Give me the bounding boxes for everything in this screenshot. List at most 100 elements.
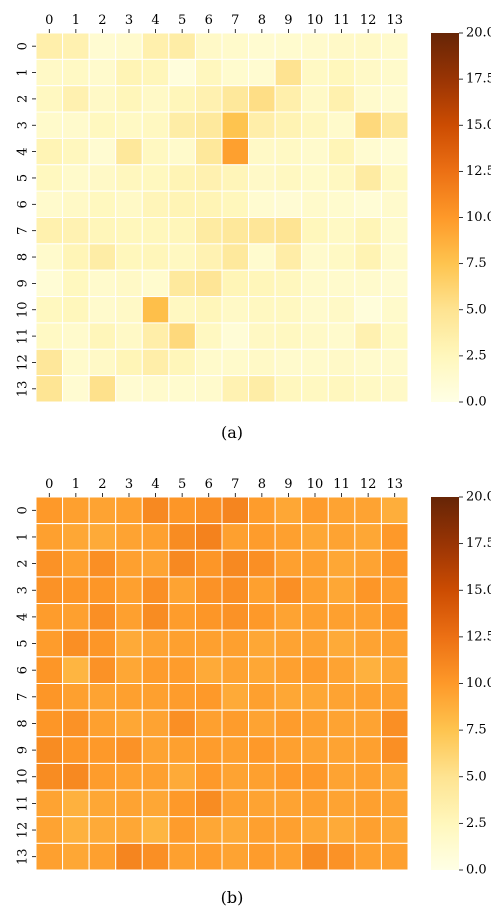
heatmap-a-cell-r1-c6: [194, 58, 223, 87]
heatmap-a-cell-r13-c0: [35, 375, 64, 403]
heatmap-b-cell-r11-c7: [221, 789, 250, 818]
heatmap-a-cell-r2-c1: [62, 85, 90, 113]
heatmap-b-cell-r6-c10: [301, 656, 329, 684]
heatmap-b-cell-r6-c8: [248, 656, 276, 684]
heatmap-b-cell-r1-c9: [274, 523, 303, 551]
heatmap-a-cell-r5-c11: [327, 164, 356, 192]
heatmap-b-cell-r6-c11: [327, 656, 356, 684]
heatmap-b-colorbar-tick-label: 20.0: [466, 490, 491, 505]
heatmap-b-cell-r4-c7: [221, 603, 250, 631]
heatmap-b-cell-r9-c4: [141, 736, 170, 764]
heatmap-b-cell-r1-c6: [194, 523, 223, 551]
heatmap-a-cell-r4-c11: [327, 137, 356, 166]
heatmap-a-cell-r12-c11: [327, 348, 356, 377]
heatmap-a-cell-r10-c9: [274, 296, 303, 324]
heatmap-a-x-tick-label: 4: [151, 13, 159, 28]
heatmap-a-cell-r11-c4: [141, 322, 170, 350]
heatmap-b-x-tick-label: 13: [386, 477, 403, 492]
heatmap-a-cell-r0-c7: [221, 32, 250, 60]
heatmap-a-cell-r13-c6: [194, 375, 223, 403]
heatmap-b-cell-r12-c12: [354, 816, 382, 844]
heatmap-b-cell-r2-c5: [168, 549, 196, 578]
heatmap-a-cell-r8-c0: [35, 243, 64, 271]
heatmap-a-cell-r5-c4: [141, 164, 170, 192]
heatmap-a-cell-r0-c10: [301, 32, 329, 60]
heatmap-b-cell-r7-c10: [301, 683, 329, 711]
heatmap-b-cell-r2-c1: [62, 549, 90, 578]
heatmap-a-y-tick-label: 13: [16, 381, 31, 398]
heatmap-b-cell-r1-c3: [115, 523, 143, 551]
heatmap-b-x-tick-label: 9: [284, 477, 292, 492]
heatmap-a-cell-r1-c8: [248, 58, 276, 87]
heatmap-b-cell-r13-c6: [194, 842, 223, 871]
heatmap-b-cell-r12-c0: [35, 816, 64, 844]
heatmap-a-colorbar-tick-label: 7.5: [466, 256, 487, 271]
heatmap-b-cell-r10-c5: [168, 762, 196, 791]
heatmap-b-cell-r5-c8: [248, 629, 276, 658]
heatmap-a-cell-r1-c9: [274, 58, 303, 87]
heatmap-b-x-tick-label: 12: [360, 477, 377, 492]
heatmap-b-cell-r11-c0: [35, 789, 64, 818]
heatmap-a-y-tick-label: 9: [16, 279, 31, 287]
heatmap-b-cell-r7-c2: [88, 683, 117, 711]
heatmap-a-cell-r7-c0: [35, 217, 64, 245]
heatmap-a-cell-r7-c6: [194, 217, 223, 245]
heatmap-b-cell-r10-c4: [141, 762, 170, 791]
heatmap-b-cell-r12-c7: [221, 816, 250, 844]
heatmap-a-cell-r7-c8: [248, 217, 276, 245]
heatmap-b-cell-r0-c10: [301, 496, 329, 525]
heatmap-a-cell-r2-c11: [327, 85, 356, 113]
heatmap-a-cell-r1-c2: [88, 58, 117, 87]
heatmap-b-cell-r5-c12: [354, 629, 382, 658]
heatmap-a-cell-r10-c0: [35, 296, 64, 324]
heatmap-b-y-tick-label: 7: [16, 693, 31, 701]
heatmap-a-cell-r11-c2: [88, 322, 117, 350]
heatmap-b-cell-r8-c9: [274, 709, 303, 738]
heatmap-a-cell-r13-c11: [327, 375, 356, 403]
heatmap-a-cells: [35, 32, 409, 403]
heatmap-b-y-tick-label: 0: [16, 506, 31, 514]
heatmap-a-y-tick-label: 8: [16, 253, 31, 261]
heatmap-b-cell-r8-c3: [115, 709, 143, 738]
heatmap-a-cell-r4-c3: [115, 137, 143, 166]
heatmap-a-cell-r4-c5: [168, 137, 196, 166]
heatmap-a-cell-r6-c2: [88, 190, 117, 218]
heatmap-b-colorbar-tick-label: 2.5: [466, 816, 487, 831]
heatmap-b-cell-r7-c7: [221, 683, 250, 711]
heatmap-b-cell-r0-c1: [62, 496, 90, 525]
heatmap-b-cell-r5-c2: [88, 629, 117, 658]
heatmap-a-cell-r11-c9: [274, 322, 303, 350]
heatmap-a-cell-r1-c7: [221, 58, 250, 87]
heatmap-a-y-tick-label: 4: [16, 147, 31, 155]
heatmap-a-cell-r8-c2: [88, 243, 117, 271]
heatmap-b-cell-r1-c5: [168, 523, 196, 551]
heatmap-a-cell-r1-c3: [115, 58, 143, 87]
heatmap-a-cell-r6-c13: [380, 190, 409, 218]
heatmap-b-cell-r7-c0: [35, 683, 64, 711]
heatmap-b-cell-r6-c5: [168, 656, 196, 684]
heatmap-a-cell-r7-c12: [354, 217, 382, 245]
heatmap-a-cell-r4-c13: [380, 137, 409, 166]
heatmap-b-cell-r5-c6: [194, 629, 223, 658]
heatmap-b-cell-r8-c4: [141, 709, 170, 738]
heatmap-a-caption: (a): [221, 423, 243, 442]
heatmap-b-cell-r3-c3: [115, 576, 143, 605]
heatmap-a-cell-r12-c6: [194, 348, 223, 377]
heatmap-b-cell-r1-c0: [35, 523, 64, 551]
heatmap-b-cell-r5-c10: [301, 629, 329, 658]
heatmap-b-cell-r11-c13: [380, 789, 409, 818]
heatmap-a-cell-r3-c3: [115, 111, 143, 139]
heatmap-a-cell-r0-c11: [327, 32, 356, 60]
heatmap-b-cell-r0-c2: [88, 496, 117, 525]
heatmap-a-cell-r3-c5: [168, 111, 196, 139]
heatmap-b-cell-r3-c1: [62, 576, 90, 605]
heatmap-b-cell-r8-c7: [221, 709, 250, 738]
heatmap-a-cell-r8-c8: [248, 243, 276, 271]
heatmap-b-cell-r9-c3: [115, 736, 143, 764]
heatmap-b-cell-r11-c8: [248, 789, 276, 818]
heatmap-a-cell-r5-c5: [168, 164, 196, 192]
heatmap-a-cell-r3-c4: [141, 111, 170, 139]
heatmap-a-x-tick-label: 0: [45, 13, 53, 28]
heatmap-a-cell-r2-c7: [221, 85, 250, 113]
heatmap-a-cell-r6-c7: [221, 190, 250, 218]
